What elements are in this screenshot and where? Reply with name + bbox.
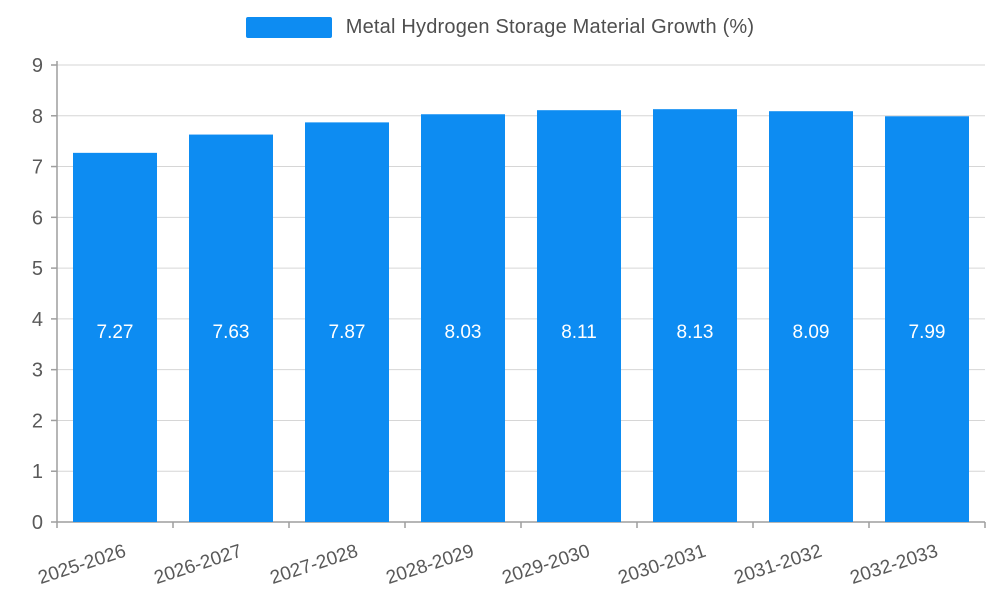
- x-category-label: 2025-2026: [36, 541, 129, 589]
- x-category-label: 2032-2033: [848, 541, 941, 589]
- bar-value-label: 8.03: [445, 322, 482, 343]
- x-category-label: 2031-2032: [732, 541, 825, 589]
- y-tick-label: 5: [32, 258, 43, 280]
- bar-value-label: 7.87: [329, 322, 366, 343]
- bar-value-label: 7.99: [909, 322, 946, 343]
- bar-value-label: 8.13: [677, 322, 714, 343]
- y-tick-label: 2: [32, 410, 43, 432]
- bar: [769, 111, 853, 523]
- bar: [189, 134, 273, 522]
- bar: [885, 116, 969, 522]
- y-tick-label: 4: [32, 309, 43, 331]
- y-tick-label: 8: [32, 106, 43, 128]
- y-tick-label: 9: [32, 55, 43, 77]
- bar: [537, 110, 621, 522]
- x-category-label: 2027-2028: [268, 541, 361, 589]
- bar: [73, 152, 157, 522]
- y-tick-label: 1: [32, 461, 43, 483]
- x-category-label: 2028-2029: [384, 541, 477, 589]
- y-tick-label: 7: [32, 157, 43, 179]
- x-category-label: 2026-2027: [152, 541, 245, 589]
- bar: [421, 114, 505, 522]
- y-tick-label: 3: [32, 360, 43, 382]
- bar: [653, 109, 737, 522]
- x-category-label: 2030-2031: [616, 541, 709, 589]
- bar-value-label: 8.09: [793, 322, 830, 343]
- bar-value-label: 8.11: [561, 322, 597, 343]
- bar: [305, 122, 389, 522]
- bar-value-label: 7.63: [213, 322, 250, 343]
- y-tick-label: 0: [32, 512, 43, 534]
- bar-value-label: 7.27: [97, 322, 134, 343]
- x-category-label: 2029-2030: [500, 541, 593, 589]
- y-tick-label: 6: [32, 207, 43, 229]
